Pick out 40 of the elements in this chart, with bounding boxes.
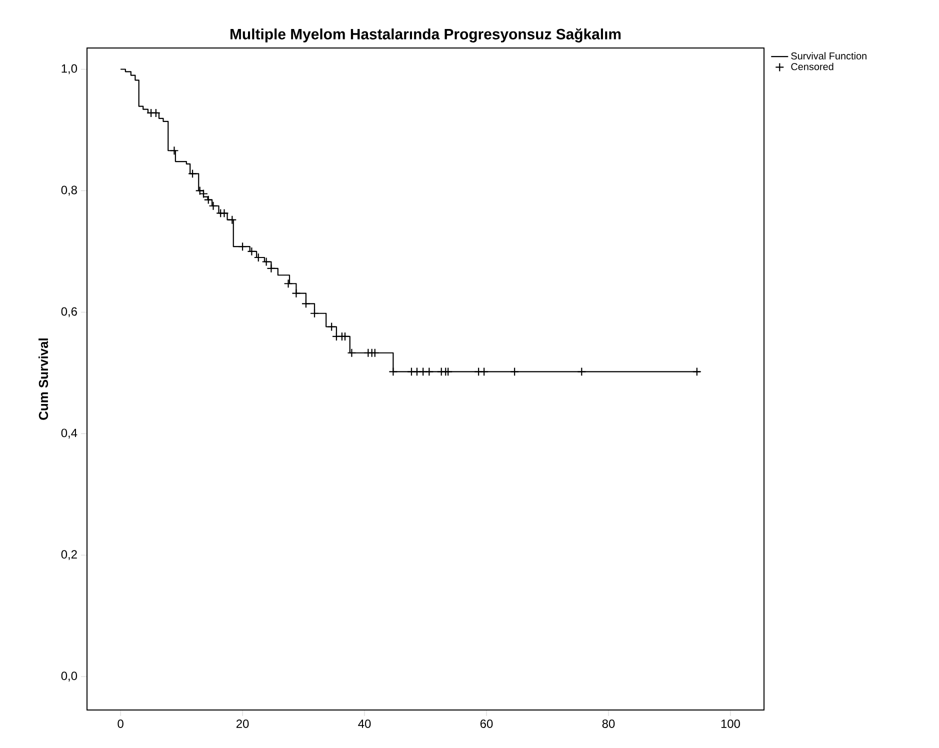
x-tick-label: 60	[480, 720, 493, 728]
y-tick-label: 1,0	[62, 64, 78, 74]
point	[412, 367, 422, 376]
point	[577, 367, 586, 376]
point	[238, 242, 248, 252]
point	[444, 367, 453, 376]
x-tick-label: 20	[236, 720, 249, 728]
point	[510, 367, 520, 376]
y-tick-label: 0,0	[61, 672, 78, 682]
y-tick-label: 0,8	[61, 186, 77, 196]
x-tick-label: 80	[602, 720, 615, 728]
chart-title: Multiple Myelom Hastalarında Progresyonsuz Sağkalım	[230, 28, 621, 42]
point	[418, 367, 428, 376]
point	[228, 215, 237, 224]
x-tick-label: 100	[721, 720, 740, 728]
point	[170, 146, 179, 156]
point	[480, 367, 489, 376]
y-tick-label: 0,6	[61, 307, 77, 318]
point	[332, 332, 341, 342]
point	[301, 299, 310, 308]
y-tick-label: 0,4	[61, 428, 78, 439]
point	[292, 288, 301, 298]
y-axis-title: Cum Survival	[38, 338, 48, 420]
point	[388, 367, 398, 376]
point	[347, 348, 356, 358]
point	[370, 348, 380, 358]
point	[188, 169, 198, 178]
point	[327, 322, 336, 332]
point	[310, 308, 320, 318]
point	[247, 246, 256, 256]
x-tick-label: 40	[358, 720, 371, 728]
point	[424, 367, 434, 376]
x-tick-label: 0	[118, 720, 124, 728]
point	[340, 332, 350, 342]
y-tick-label: 0,2	[61, 550, 77, 560]
legend-label: Survival Function	[791, 52, 866, 60]
point	[692, 367, 702, 376]
legend-label: Censored	[791, 62, 834, 70]
point	[284, 279, 293, 288]
point	[151, 108, 160, 118]
